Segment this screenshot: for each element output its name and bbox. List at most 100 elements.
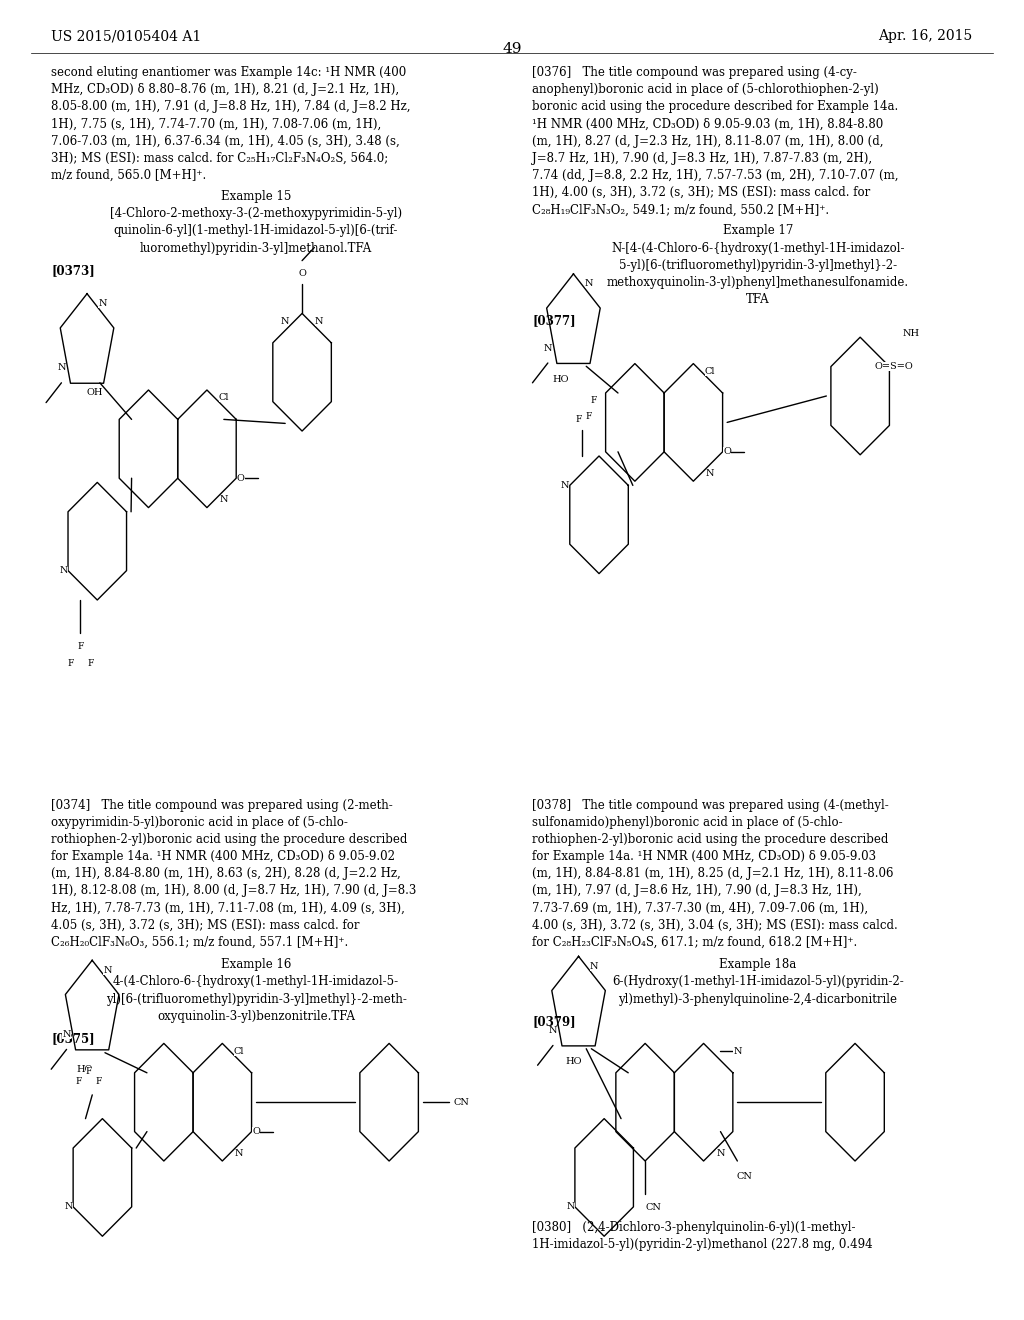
Text: quinolin-6-yl](1-methyl-1H-imidazol-5-yl)[6-(trif-: quinolin-6-yl](1-methyl-1H-imidazol-5-yl… (114, 224, 398, 238)
Text: F: F (96, 1077, 102, 1086)
Text: HO: HO (76, 1065, 93, 1073)
Text: Apr. 16, 2015: Apr. 16, 2015 (879, 29, 973, 44)
Text: CN: CN (645, 1203, 662, 1212)
Text: second eluting enantiomer was Example 14c: ¹H NMR (400: second eluting enantiomer was Example 14… (51, 66, 407, 79)
Text: 1H), 4.00 (s, 3H), 3.72 (s, 3H); MS (ESI): mass calcd. for: 1H), 4.00 (s, 3H), 3.72 (s, 3H); MS (ESI… (532, 186, 870, 199)
Text: luoromethyl)pyridin-3-yl]methanol.TFA: luoromethyl)pyridin-3-yl]methanol.TFA (140, 242, 372, 255)
Text: for C₂₈H₂₃ClF₃N₅O₄S, 617.1; m/z found, 618.2 [M+H]⁺.: for C₂₈H₂₃ClF₃N₅O₄S, 617.1; m/z found, 6… (532, 936, 858, 949)
Text: 7.06-7.03 (m, 1H), 6.37-6.34 (m, 1H), 4.05 (s, 3H), 3.48 (s,: 7.06-7.03 (m, 1H), 6.37-6.34 (m, 1H), 4.… (51, 135, 400, 148)
Text: C₂₈H₁₉ClF₃N₃O₂, 549.1; m/z found, 550.2 [M+H]⁺.: C₂₈H₁₉ClF₃N₃O₂, 549.1; m/z found, 550.2 … (532, 203, 829, 216)
Text: 7.73-7.69 (m, 1H), 7.37-7.30 (m, 4H), 7.09-7.06 (m, 1H),: 7.73-7.69 (m, 1H), 7.37-7.30 (m, 4H), 7.… (532, 902, 868, 915)
Text: O: O (723, 447, 731, 457)
Text: TFA: TFA (745, 293, 770, 306)
Text: 1H), 7.75 (s, 1H), 7.74-7.70 (m, 1H), 7.08-7.06 (m, 1H),: 1H), 7.75 (s, 1H), 7.74-7.70 (m, 1H), 7.… (51, 117, 382, 131)
Text: anophenyl)boronic acid in place of (5-chlorothiophen-2-yl): anophenyl)boronic acid in place of (5-ch… (532, 83, 880, 96)
Text: N: N (59, 566, 68, 576)
Text: (m, 1H), 8.84-8.81 (m, 1H), 8.25 (d, J=2.1 Hz, 1H), 8.11-8.06: (m, 1H), 8.84-8.81 (m, 1H), 8.25 (d, J=2… (532, 867, 894, 880)
Text: (m, 1H), 8.27 (d, J=2.3 Hz, 1H), 8.11-8.07 (m, 1H), 8.00 (d,: (m, 1H), 8.27 (d, J=2.3 Hz, 1H), 8.11-8.… (532, 135, 884, 148)
Text: Cl: Cl (705, 367, 716, 376)
Text: N: N (733, 1047, 741, 1056)
Text: 8.05-8.00 (m, 1H), 7.91 (d, J=8.8 Hz, 1H), 7.84 (d, J=8.2 Hz,: 8.05-8.00 (m, 1H), 7.91 (d, J=8.8 Hz, 1H… (51, 100, 411, 114)
Text: OH: OH (86, 388, 103, 397)
Text: N: N (103, 966, 112, 974)
Text: 4-(4-Chloro-6-{hydroxy(1-methyl-1H-imidazol-5-: 4-(4-Chloro-6-{hydroxy(1-methyl-1H-imida… (113, 975, 399, 989)
Text: MHz, CD₃OD) δ 8.80–8.76 (m, 1H), 8.21 (d, J=2.1 Hz, 1H),: MHz, CD₃OD) δ 8.80–8.76 (m, 1H), 8.21 (d… (51, 83, 399, 96)
Text: [0373]: [0373] (51, 264, 95, 277)
Text: O=S=O: O=S=O (874, 362, 913, 371)
Text: rothiophen-2-yl)boronic acid using the procedure described: rothiophen-2-yl)boronic acid using the p… (51, 833, 408, 846)
Text: [0375]: [0375] (51, 1032, 95, 1045)
Text: Example 15: Example 15 (221, 190, 291, 203)
Text: HO: HO (565, 1057, 582, 1067)
Text: [0379]: [0379] (532, 1015, 577, 1028)
Text: 1H-imidazol-5-yl)(pyridin-2-yl)methanol (227.8 mg, 0.494: 1H-imidazol-5-yl)(pyridin-2-yl)methanol … (532, 1238, 873, 1251)
Text: Example 18a: Example 18a (719, 958, 797, 972)
Text: CN: CN (736, 1172, 752, 1181)
Text: N: N (706, 469, 715, 478)
Text: NH: NH (902, 329, 920, 338)
Text: US 2015/0105404 A1: US 2015/0105404 A1 (51, 29, 202, 44)
Text: F: F (87, 659, 94, 668)
Text: boronic acid using the procedure described for Example 14a.: boronic acid using the procedure describ… (532, 100, 899, 114)
Text: Cl: Cl (218, 393, 229, 403)
Text: N: N (544, 343, 552, 352)
Text: (m, 1H), 7.97 (d, J=8.6 Hz, 1H), 7.90 (d, J=8.3 Hz, 1H),: (m, 1H), 7.97 (d, J=8.6 Hz, 1H), 7.90 (d… (532, 884, 862, 898)
Text: N: N (549, 1026, 557, 1035)
Text: 5-yl)[6-(trifluoromethyl)pyridin-3-yl]methyl}-2-: 5-yl)[6-(trifluoromethyl)pyridin-3-yl]me… (618, 259, 897, 272)
Text: [0374]   The title compound was prepared using (2-meth-: [0374] The title compound was prepared u… (51, 799, 393, 812)
Text: ¹H NMR (400 MHz, CD₃OD) δ 9.05-9.03 (m, 1H), 8.84-8.80: ¹H NMR (400 MHz, CD₃OD) δ 9.05-9.03 (m, … (532, 117, 884, 131)
Text: yl)[6-(trifluoromethyl)pyridin-3-yl]methyl}-2-meth-: yl)[6-(trifluoromethyl)pyridin-3-yl]meth… (105, 993, 407, 1006)
Text: sulfonamido)phenyl)boronic acid in place of (5-chlo-: sulfonamido)phenyl)boronic acid in place… (532, 816, 843, 829)
Text: N: N (561, 480, 569, 490)
Text: Hz, 1H), 7.78-7.73 (m, 1H), 7.11-7.08 (m, 1H), 4.09 (s, 3H),: Hz, 1H), 7.78-7.73 (m, 1H), 7.11-7.08 (m… (51, 902, 406, 915)
Text: N: N (314, 317, 324, 326)
Text: N: N (219, 495, 228, 504)
Text: N: N (98, 300, 106, 308)
Text: N: N (57, 363, 66, 372)
Text: F: F (67, 659, 74, 668)
Text: for Example 14a. ¹H NMR (400 MHz, CD₃OD) δ 9.05-9.03: for Example 14a. ¹H NMR (400 MHz, CD₃OD)… (532, 850, 877, 863)
Text: (m, 1H), 8.84-8.80 (m, 1H), 8.63 (s, 2H), 8.28 (d, J=2.2 Hz,: (m, 1H), 8.84-8.80 (m, 1H), 8.63 (s, 2H)… (51, 867, 401, 880)
Text: N: N (234, 1148, 244, 1158)
Text: [0377]: [0377] (532, 314, 577, 327)
Text: F: F (591, 396, 597, 405)
Text: Cl: Cl (233, 1047, 245, 1056)
Text: methoxyquinolin-3-yl)phenyl]methanesulfonamide.: methoxyquinolin-3-yl)phenyl]methanesulfo… (606, 276, 909, 289)
Text: 49: 49 (502, 42, 522, 57)
Text: 1H), 8.12-8.08 (m, 1H), 8.00 (d, J=8.7 Hz, 1H), 7.90 (d, J=8.3: 1H), 8.12-8.08 (m, 1H), 8.00 (d, J=8.7 H… (51, 884, 417, 898)
Text: 6-(Hydroxy(1-methyl-1H-imidazol-5-yl)(pyridin-2-: 6-(Hydroxy(1-methyl-1H-imidazol-5-yl)(py… (612, 975, 903, 989)
Text: F: F (76, 1077, 82, 1086)
Text: [4-Chloro-2-methoxy-3-(2-methoxypyrimidin-5-yl): [4-Chloro-2-methoxy-3-(2-methoxypyrimidi… (110, 207, 402, 220)
Text: Example 16: Example 16 (221, 958, 291, 972)
Text: N: N (566, 1203, 574, 1212)
Text: N: N (62, 1030, 71, 1039)
Text: 4.05 (s, 3H), 3.72 (s, 3H); MS (ESI): mass calcd. for: 4.05 (s, 3H), 3.72 (s, 3H); MS (ESI): ma… (51, 919, 359, 932)
Text: m/z found, 565.0 [M+H]⁺.: m/z found, 565.0 [M+H]⁺. (51, 169, 207, 182)
Text: 7.74 (dd, J=8.8, 2.2 Hz, 1H), 7.57-7.53 (m, 2H), 7.10-7.07 (m,: 7.74 (dd, J=8.8, 2.2 Hz, 1H), 7.57-7.53 … (532, 169, 899, 182)
Text: CN: CN (454, 1098, 470, 1106)
Text: O: O (237, 474, 245, 483)
Text: oxyquinolin-3-yl)benzonitrile.TFA: oxyquinolin-3-yl)benzonitrile.TFA (157, 1010, 355, 1023)
Text: [0380]   (2,4-Dichloro-3-phenylquinolin-6-yl)(1-methyl-: [0380] (2,4-Dichloro-3-phenylquinolin-6-… (532, 1221, 856, 1234)
Text: N: N (585, 280, 593, 288)
Text: N: N (716, 1148, 725, 1158)
Text: oxypyrimidin-5-yl)boronic acid in place of (5-chlo-: oxypyrimidin-5-yl)boronic acid in place … (51, 816, 348, 829)
Text: F: F (77, 642, 84, 651)
Text: [0376]   The title compound was prepared using (4-cy-: [0376] The title compound was prepared u… (532, 66, 857, 79)
Text: C₂₆H₂₀ClF₃N₆O₃, 556.1; m/z found, 557.1 [M+H]⁺.: C₂₆H₂₀ClF₃N₆O₃, 556.1; m/z found, 557.1 … (51, 936, 348, 949)
Text: 4.00 (s, 3H), 3.72 (s, 3H), 3.04 (s, 3H); MS (ESI): mass calcd.: 4.00 (s, 3H), 3.72 (s, 3H), 3.04 (s, 3H)… (532, 919, 898, 932)
Text: HO: HO (552, 375, 569, 384)
Text: N: N (590, 962, 598, 970)
Text: F: F (86, 1067, 92, 1076)
Text: N: N (65, 1203, 73, 1212)
Text: F: F (586, 412, 592, 421)
Text: Example 17: Example 17 (723, 224, 793, 238)
Text: O: O (252, 1127, 260, 1137)
Text: rothiophen-2-yl)boronic acid using the procedure described: rothiophen-2-yl)boronic acid using the p… (532, 833, 889, 846)
Text: N-[4-(4-Chloro-6-{hydroxy(1-methyl-1H-imidazol-: N-[4-(4-Chloro-6-{hydroxy(1-methyl-1H-im… (611, 242, 904, 255)
Text: N: N (281, 317, 290, 326)
Text: F: F (575, 414, 582, 424)
Text: O: O (298, 269, 306, 279)
Text: [0378]   The title compound was prepared using (4-(methyl-: [0378] The title compound was prepared u… (532, 799, 889, 812)
Text: 3H); MS (ESI): mass calcd. for C₂₅H₁₇Cl₂F₃N₄O₂S, 564.0;: 3H); MS (ESI): mass calcd. for C₂₅H₁₇Cl₂… (51, 152, 388, 165)
